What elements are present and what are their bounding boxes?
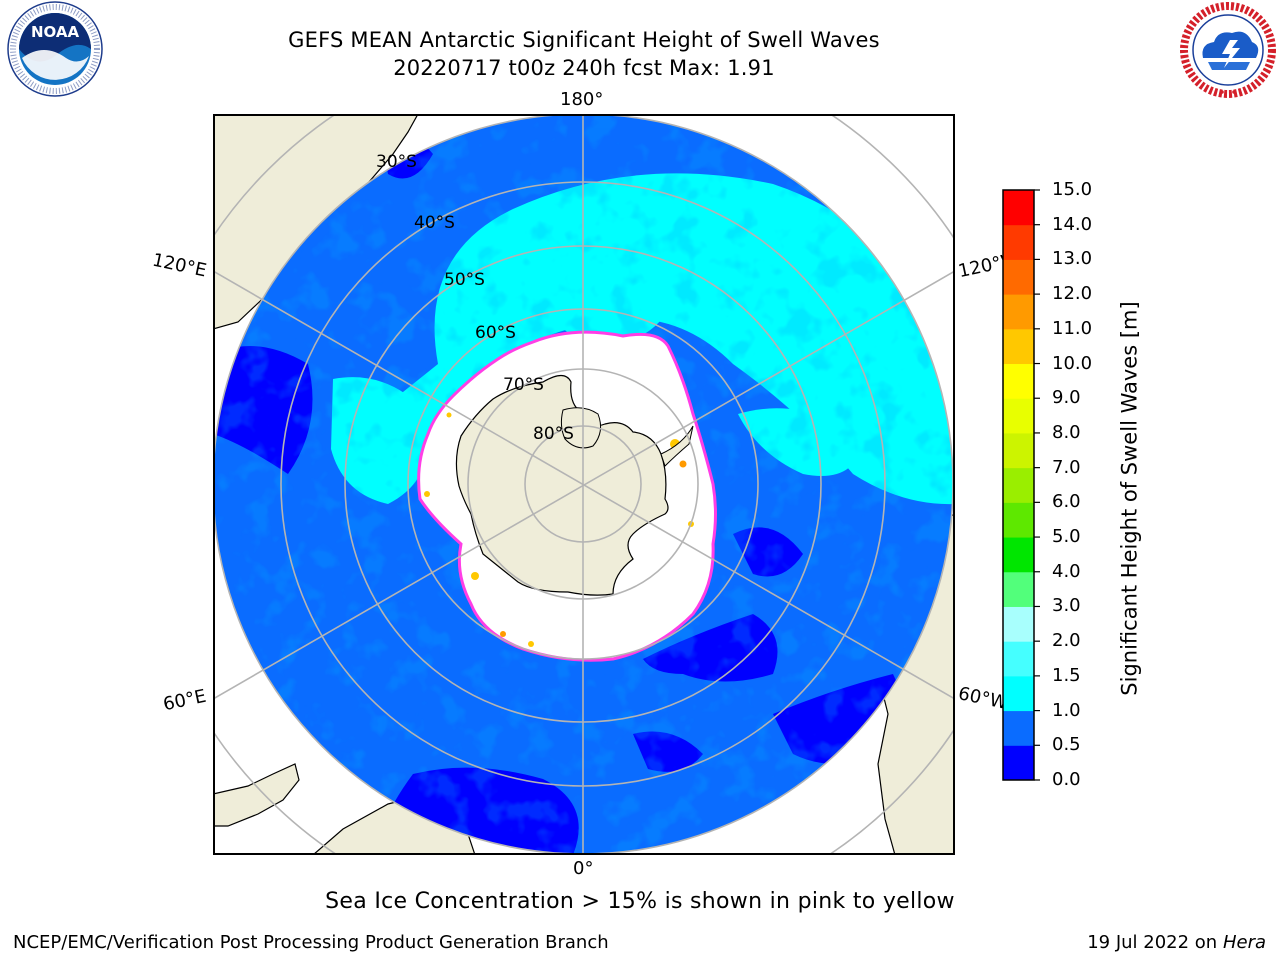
colorbar-segment — [1003, 328, 1034, 365]
colorbar-segment — [1003, 675, 1034, 712]
colorbar-segment — [1003, 710, 1034, 746]
colorbar-segment — [1003, 259, 1034, 295]
colorbar-segment — [1003, 363, 1034, 399]
map-frame — [213, 114, 955, 855]
colorbar-segment — [1003, 467, 1034, 503]
colorbar-tick-label: 13.0 — [1052, 248, 1093, 270]
colorbar-tick-label: 6.0 — [1052, 491, 1081, 513]
colorbar-tick-label: 0.5 — [1052, 734, 1081, 756]
colorbar-tick-label: 14.0 — [1052, 213, 1093, 235]
lon-label-180: 180° — [560, 89, 604, 110]
map-title: GEFS MEAN Antarctic Significant Height o… — [288, 28, 880, 52]
colorbar-segment — [1003, 641, 1034, 677]
colorbar-segment — [1003, 190, 1034, 226]
antarctic-peninsula — [660, 425, 694, 467]
colorbar-tick-label: 0.0 — [1052, 769, 1081, 790]
credit-branch: NCEP/EMC/Verification Post Processing Pr… — [13, 932, 609, 953]
colorbar-tick-label: 4.0 — [1052, 560, 1081, 582]
colorbar-segment — [1003, 432, 1034, 469]
colorbar — [1002, 189, 1040, 781]
ross-ice-shelf — [560, 407, 602, 449]
lat-label-50s: 50°S — [444, 270, 485, 290]
colorbar-tick-label: 10.0 — [1052, 352, 1093, 374]
lon-label-120e: 120°E — [150, 249, 209, 282]
credit-machine: Hera — [1222, 932, 1266, 953]
lon-label-0: 0° — [573, 858, 594, 879]
lat-label-30s: 30°S — [376, 152, 417, 172]
colorbar-segment — [1003, 398, 1034, 434]
colorbar-tick-label: 3.0 — [1052, 595, 1081, 617]
colorbar-tick-label: 7.0 — [1052, 456, 1081, 478]
colorbar-segment — [1003, 502, 1034, 538]
forecast-subtitle: 20220717 t00z 240h fcst Max: 1.91 — [393, 56, 775, 80]
antarctica-land — [455, 374, 669, 596]
noaa-acronym: NOAA — [31, 23, 80, 41]
colorbar-segment — [1003, 745, 1034, 781]
colorbar-tick-label: 11.0 — [1052, 317, 1093, 339]
lon-label-60e: 60°E — [161, 685, 208, 716]
colorbar-tick-label: 1.0 — [1052, 699, 1081, 721]
colorbar-tick-label: 8.0 — [1052, 421, 1081, 443]
colorbar-tick-label: 15.0 — [1052, 179, 1093, 200]
colorbar-tick-label: 9.0 — [1052, 387, 1081, 409]
nws-logo — [1180, 2, 1276, 98]
sea-ice-note: Sea Ice Concentration > 15% is shown in … — [325, 889, 955, 914]
lat-label-70s: 70°S — [503, 375, 544, 395]
colorbar-segment — [1003, 294, 1034, 330]
islands-land — [213, 763, 300, 827]
colorbar-frame — [1002, 189, 1035, 781]
colorbar-segment — [1003, 571, 1034, 607]
meridian-60e-120w — [213, 270, 955, 700]
lat-label-60s: 60°S — [475, 323, 516, 343]
colorbar-tick-label: 1.5 — [1052, 664, 1081, 686]
credit-date-text: 19 Jul 2022 on — [1087, 932, 1223, 953]
colorbar-title: Significant Height of Swell Waves [m] — [1117, 301, 1142, 696]
colorbar-segment — [1003, 537, 1034, 573]
colorbar-segment — [1003, 224, 1034, 260]
lat-label-80s: 80°S — [533, 424, 574, 444]
colorbar-tick-label: 5.0 — [1052, 526, 1081, 548]
colorbar-tick-label: 2.0 — [1052, 630, 1081, 652]
colorbar-segment — [1003, 606, 1034, 642]
lat-label-40s: 40°S — [414, 213, 455, 233]
colorbar-tick-label: 12.0 — [1052, 283, 1093, 305]
polar-map — [213, 114, 955, 855]
noaa-logo: NOAA — [7, 1, 103, 97]
credit-date: 19 Jul 2022 on Hera — [1087, 932, 1266, 953]
